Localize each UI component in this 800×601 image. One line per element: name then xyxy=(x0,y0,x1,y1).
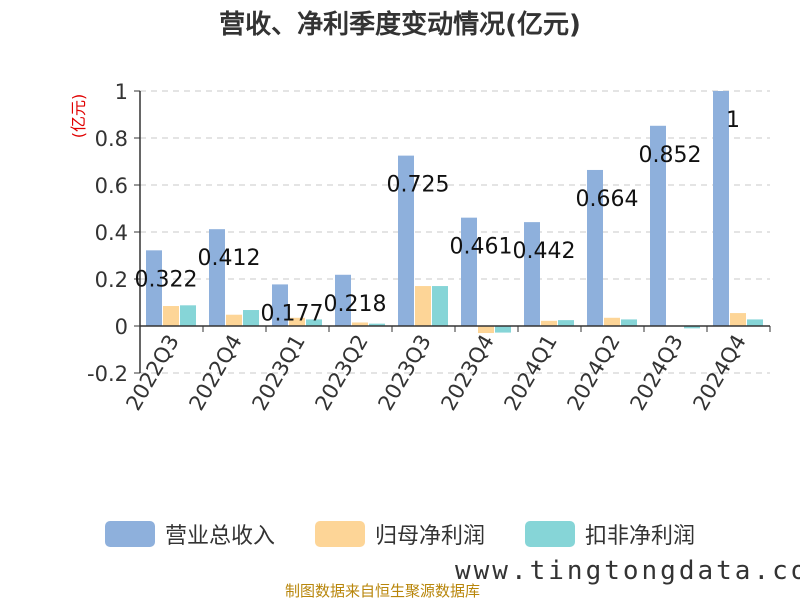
bar-deducted-profit xyxy=(558,320,574,326)
bars xyxy=(146,91,763,334)
bar-revenue xyxy=(587,169,603,326)
bar-deducted-profit xyxy=(432,286,448,326)
legend-swatch xyxy=(314,521,365,547)
y-tick-label: 0.6 xyxy=(95,174,128,198)
bar-net-profit xyxy=(478,326,494,334)
data-label: 0.218 xyxy=(324,292,387,317)
x-tick-label: 2024Q3 xyxy=(625,331,687,415)
y-tick-label: 0.8 xyxy=(95,127,128,151)
bar-net-profit xyxy=(352,322,368,326)
y-tick-label: 0 xyxy=(115,315,128,339)
bar-deducted-profit xyxy=(747,319,763,326)
data-label: 0.177 xyxy=(261,301,324,326)
data-label: 0.412 xyxy=(198,246,261,271)
bar-revenue xyxy=(272,284,288,326)
bar-revenue xyxy=(209,229,225,326)
legend-label: 营业总收入 xyxy=(164,524,275,549)
watermark: www.tingtongdata.com xyxy=(455,556,800,586)
bar-revenue xyxy=(650,125,666,326)
data-label: 0.725 xyxy=(387,173,450,198)
bar-net-profit xyxy=(730,313,746,326)
bar-deducted-profit xyxy=(369,323,385,326)
bar-net-profit xyxy=(163,306,179,326)
x-tick-label: 2022Q4 xyxy=(184,331,246,415)
data-label: 0.322 xyxy=(135,267,198,292)
bar-net-profit xyxy=(226,314,242,326)
legend-item-deducted-profit[interactable]: 扣非净利润 xyxy=(525,518,695,550)
legend-item-net-profit[interactable]: 归母净利润 xyxy=(314,518,485,550)
bar-net-profit xyxy=(289,317,305,326)
legend: 营业总收入 归母净利润 扣非净利润 xyxy=(0,518,800,550)
axes: -0.200.20.40.60.81(亿元)2022Q3 2022Q4 2023Q1… xyxy=(69,80,771,415)
bar-revenue xyxy=(146,250,162,326)
data-label: 0.852 xyxy=(639,143,702,168)
bar-deducted-profit xyxy=(180,305,196,326)
legend-swatch xyxy=(525,521,575,547)
bar-revenue xyxy=(713,91,729,326)
legend-item-revenue[interactable]: 营业总收入 xyxy=(104,518,275,550)
source-note: 制图数据来自恒生聚源数据库 xyxy=(285,582,481,600)
data-label: 0.664 xyxy=(576,187,639,212)
x-tick-label: 2023Q1 xyxy=(247,331,309,415)
x-tick-label: 2023Q4 xyxy=(436,331,498,415)
bar-net-profit xyxy=(415,286,431,326)
legend-label: 扣非净利润 xyxy=(585,524,696,549)
legend-swatch xyxy=(104,521,155,547)
bar-deducted-profit xyxy=(621,319,637,326)
y-tick-label: 0.4 xyxy=(95,221,128,245)
bar-revenue xyxy=(461,217,477,326)
bar-deducted-profit xyxy=(306,319,322,326)
bar-deducted-profit xyxy=(243,310,259,326)
bar-revenue xyxy=(524,222,540,326)
chart-title: 营收、净利季度变动情况(亿元) xyxy=(219,10,581,40)
bar-revenue xyxy=(335,274,351,326)
bar-revenue xyxy=(398,155,414,326)
x-tick-label: 2024Q4 xyxy=(688,331,750,415)
bar-net-profit xyxy=(541,320,557,326)
data-label: 1 xyxy=(726,108,740,133)
y-axis-label: (亿元) xyxy=(69,94,88,139)
bar-deducted-profit xyxy=(495,326,511,333)
data-label: 0.442 xyxy=(513,239,576,264)
bar-deducted-profit xyxy=(684,326,700,329)
bar-net-profit xyxy=(604,317,620,326)
y-tick-label: 1 xyxy=(115,80,128,104)
legend-label: 归母净利润 xyxy=(374,524,485,549)
y-tick-label: -0.2 xyxy=(87,362,128,386)
grid-lines xyxy=(140,90,770,374)
data-label: 0.461 xyxy=(450,235,513,260)
y-tick-label: 0.2 xyxy=(95,268,128,292)
